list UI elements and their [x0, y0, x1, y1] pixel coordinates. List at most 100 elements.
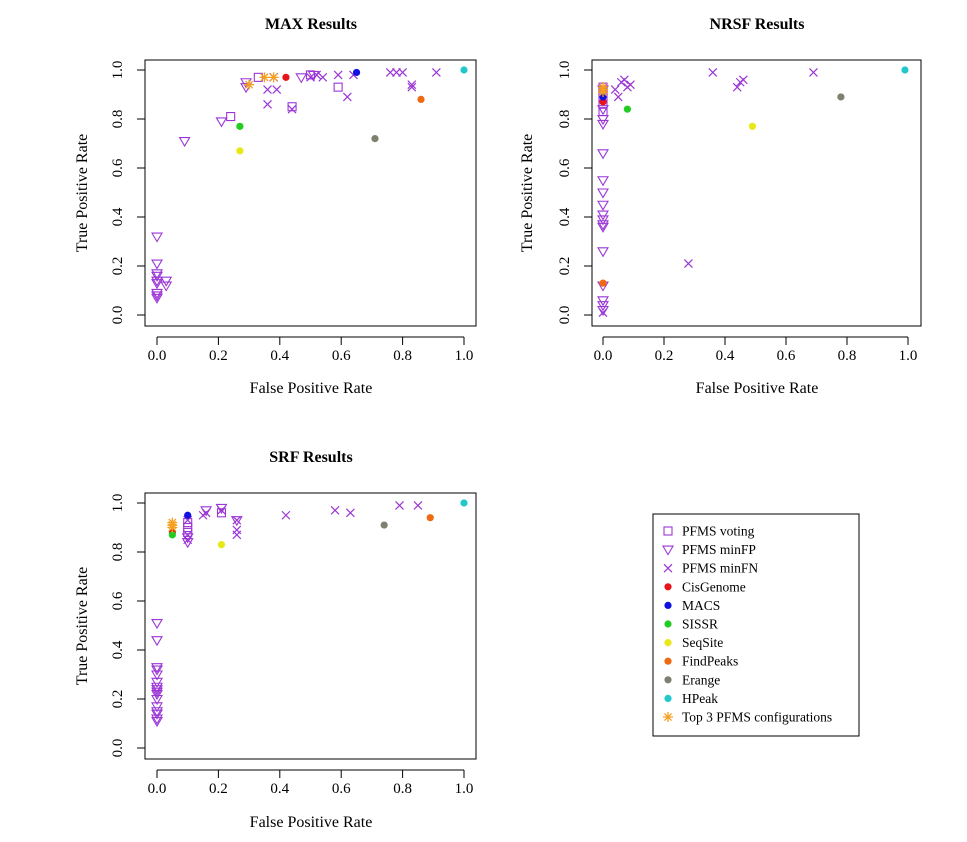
x-tick-label: 0.6 [777, 348, 796, 364]
point-pfms-minfp [597, 220, 609, 231]
legend-label: HPeak [682, 691, 718, 706]
x-axis-label: False Positive Rate [250, 814, 373, 831]
point-findpeaks [417, 95, 425, 103]
y-tick-label: 0.4 [110, 207, 126, 226]
y-tick-label: 0.0 [557, 306, 573, 325]
dot-icon [664, 676, 672, 684]
point-pfms-minfp [151, 709, 163, 720]
point-pfms-minfn [407, 80, 417, 90]
y-tick-label: 1.0 [110, 494, 126, 513]
legend-label: MACS [682, 598, 720, 613]
point-erange [371, 135, 379, 143]
x-tick-label: 0.8 [393, 348, 412, 364]
point-pfms-minfp [151, 291, 163, 302]
x-tick-label: 0.6 [332, 348, 351, 364]
point-pfms-minfp [151, 690, 163, 701]
point-pfms-minfp [151, 707, 163, 718]
point-pfms-minfn [342, 92, 352, 102]
point-top-3-pfms-configurations [167, 522, 178, 533]
x-tick-label: 0.0 [594, 348, 613, 364]
point-pfms-minfp [151, 682, 163, 693]
legend-item: PFMS minFP [662, 542, 756, 557]
point-pfms-minfp [178, 137, 191, 148]
legend-item: SISSR [664, 617, 718, 632]
legend-item: HPeak [664, 691, 718, 706]
point-pfms-minfp [151, 232, 163, 243]
legend-item: CisGenome [664, 579, 746, 594]
x-tick-label: 0.4 [270, 781, 289, 797]
x-tick-label: 0.0 [148, 781, 167, 797]
point-pfms-minfp [151, 288, 163, 300]
point-pfms-minfn [598, 308, 608, 317]
asterisk-icon [663, 712, 673, 722]
cross-icon [663, 563, 673, 573]
point-pfms-minfn [330, 505, 340, 515]
max-results-panel: MAX Results 0.0 0.2 0.4 0.6 0.8 1.00.00.20.40… [74, 16, 477, 397]
y-tick-label: 0.6 [557, 158, 573, 177]
point-pfms-voting [216, 508, 227, 518]
y-tick-label: 0.4 [557, 207, 573, 226]
point-hpeak [460, 66, 468, 74]
point-pfms-minfn [217, 505, 226, 515]
legend-item: FindPeaks [664, 654, 738, 669]
legend-label: PFMS voting [682, 524, 755, 539]
y-tick-label: 0.0 [110, 306, 126, 325]
point-pfms-minfn [413, 501, 423, 510]
x-tick-label: 0.4 [270, 348, 289, 364]
point-pfms-voting [183, 527, 193, 537]
point-macs [184, 511, 192, 519]
legend-items: PFMS voting PFMS minFP PFMS minFN CisGenome… [662, 524, 832, 725]
point-pfms-minfp [151, 665, 163, 676]
point-seqsite [236, 147, 244, 155]
point-seqsite [217, 541, 226, 549]
dot-icon [664, 639, 672, 647]
point-pfms-minfp [151, 714, 163, 725]
x-tick-label: 1.0 [455, 348, 474, 364]
dot-icon [664, 657, 672, 665]
point-pfms-minfp [597, 188, 609, 199]
point-pfms-minfn [183, 530, 193, 540]
y-axis-label: True Positive Rate [74, 134, 91, 253]
point-pfms-minfp [151, 269, 163, 280]
point-seqsite [748, 122, 757, 130]
point-pfms-minfp [597, 114, 609, 126]
axis-ticks: 0.0 0.2 0.4 0.6 0.8 1.0 0.0 0.2 0.4 0.6 0.8 1.0 [110, 61, 473, 364]
point-pfms-minfn [272, 85, 282, 95]
point-pfms-minfn [708, 68, 718, 77]
nrsf-results-panel: NRSF Results 0.0 0.2 0.4 0.6 0.8 1.0 0.0 0.2 0.4… [519, 16, 922, 397]
point-pfms-voting [183, 522, 193, 533]
y-tick-label: 0.8 [110, 543, 126, 562]
point-pfms-minfn [738, 75, 748, 85]
point-pfms-minfp [215, 117, 228, 128]
y-tick-label: 1.0 [110, 61, 126, 80]
axis-ticks: 0.0 0.2 0.4 0.6 0.8 1.0 0.0 0.2 0.4 0.6 0.8 1.0 [557, 61, 917, 364]
point-pfms-minfn [263, 99, 272, 109]
point-pfms-minfp [151, 716, 163, 728]
point-top-3-pfms-configurations [259, 72, 270, 83]
point-pfms-minfp [597, 296, 609, 307]
point-pfms-minfp [597, 210, 609, 221]
y-tick-label: 0.2 [557, 257, 573, 276]
point-pfms-minfp [597, 200, 609, 211]
point-pfms-minfp [151, 271, 163, 282]
x-tick-label: 0.2 [655, 348, 674, 364]
point-top-3-pfms-configurations [598, 87, 608, 98]
point-pfms-minfp [151, 670, 163, 681]
point-pfms-minfn [306, 72, 315, 82]
legend-item: SeqSite [664, 635, 723, 650]
legend-item: PFMS voting [663, 524, 755, 539]
legend-label: Top 3 PFMS configurations [682, 710, 832, 725]
chart-title: MAX Results [265, 16, 357, 33]
point-pfms-minfp [151, 259, 163, 270]
point-pfms-minfp [597, 119, 609, 130]
point-pfms-minfn [333, 70, 343, 80]
point-erange [837, 93, 845, 101]
dot-icon [664, 601, 672, 610]
point-pfms-minfp [151, 694, 163, 706]
point-top-3-pfms-configurations [268, 72, 279, 83]
point-pfms-minfn [626, 80, 635, 90]
x-tick-label: 0.0 [148, 348, 167, 364]
point-pfms-minfn [407, 82, 417, 92]
point-pfms-minfp [597, 301, 609, 312]
point-pfms-minfn [395, 501, 404, 510]
